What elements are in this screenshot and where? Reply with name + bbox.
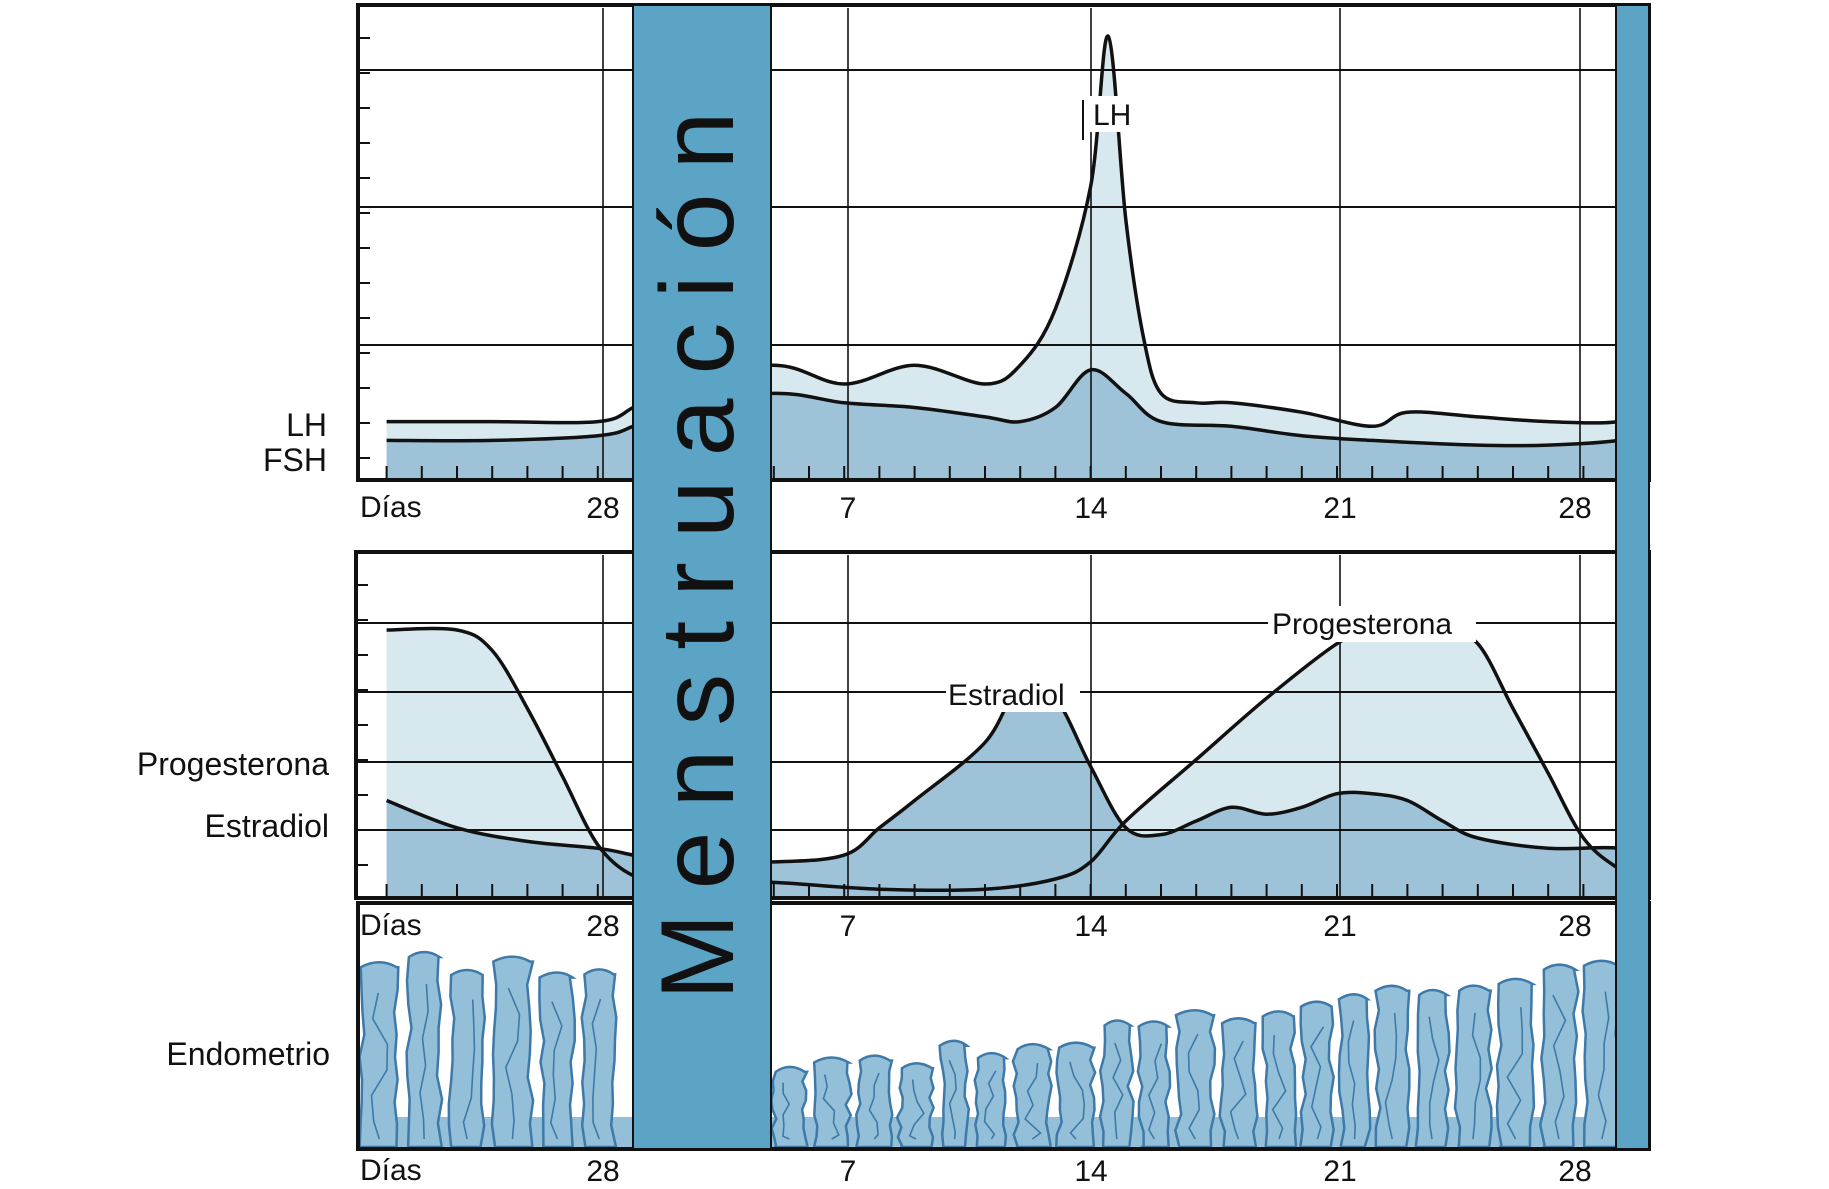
lh-peak-label: LH: [1082, 96, 1136, 140]
side-label-endometrio: Endometrio: [166, 1036, 330, 1072]
curve-label-lh: LH: [1093, 99, 1131, 132]
day-tick-label: 21: [1323, 1155, 1356, 1188]
endometrial-villus: [895, 1062, 935, 1149]
endometrial-villus: [854, 1054, 894, 1149]
days-label: Días: [360, 909, 422, 942]
endometrial-gland: [782, 1082, 791, 1140]
menstruation-band-main: [632, 4, 772, 1150]
gonadotropin-line-lh: [386, 34, 1648, 429]
day-tick-label: 28: [586, 1155, 619, 1188]
endometrial-gland: [1069, 1061, 1086, 1140]
endometrial-villus: [1373, 984, 1411, 1149]
endometrial-villus: [358, 960, 400, 1149]
endometrial-gland: [1471, 1012, 1482, 1140]
endometrial-gland: [868, 1072, 880, 1140]
endometrial-villus: [580, 968, 618, 1149]
endometrial-gland: [1384, 1013, 1398, 1140]
endometrial-villus: [1581, 959, 1623, 1149]
endometrial-gland: [908, 1079, 925, 1140]
endometrial-gland: [462, 999, 476, 1140]
endometrial-villus: [1495, 977, 1537, 1149]
endometrial-gland: [1147, 1043, 1163, 1140]
endometrial-villus: [1261, 1010, 1298, 1149]
progesterona-curve-label: Progesterona: [1268, 606, 1476, 642]
days-label: Días: [360, 1154, 422, 1187]
estradiol-curve-label: Estradiol: [946, 676, 1080, 712]
endometrial-villus: [1011, 1042, 1054, 1149]
endometrial-gland: [1271, 1034, 1287, 1140]
day-axis-row-2: Días 28 7 14 21 28: [360, 909, 1592, 943]
days-label: Días: [360, 491, 422, 524]
endometrial-gland: [504, 987, 521, 1140]
day-tick-label: 14: [1074, 1155, 1107, 1188]
endometrial-gland: [1597, 991, 1610, 1140]
ovarian-hormone-line-progesterona: [386, 626, 1648, 893]
endometrial-gland: [1187, 1033, 1201, 1140]
day-tick-label: 7: [840, 910, 857, 943]
curve-label-estradiol: Estradiol: [948, 679, 1065, 712]
day-tick-label: 21: [1323, 492, 1356, 525]
day-tick-label: 21: [1323, 910, 1356, 943]
endometrial-villus: [812, 1056, 854, 1149]
endometrial-gland: [1112, 1042, 1124, 1140]
endometrial-gland: [1428, 1016, 1440, 1140]
menstruation-band-next: [1615, 4, 1650, 1150]
endometrial-villus: [1218, 1017, 1259, 1149]
endometrial-gland: [419, 984, 429, 1140]
endometrium-panel: [356, 901, 1651, 1151]
endometrial-gland: [983, 1070, 997, 1140]
endometrial-gland: [591, 998, 602, 1140]
day-tick-label: 14: [1074, 492, 1107, 525]
endometrial-villus: [1538, 963, 1581, 1149]
endometrial-gland: [1506, 1007, 1524, 1140]
progesterona-label-backdrop: [1268, 606, 1476, 642]
day-tick-label: 7: [840, 492, 857, 525]
endometrial-gland: [1347, 1020, 1357, 1140]
curve-label-progesterona: Progesterona: [1272, 608, 1452, 641]
day-tick-label: 28: [1558, 492, 1591, 525]
lh-label-backdrop: [1090, 96, 1136, 132]
endometrial-villus: [1453, 984, 1493, 1149]
endometrial-villus: [1054, 1041, 1097, 1149]
day-tick-label: 28: [586, 492, 619, 525]
endometrial-gland: [822, 1074, 840, 1140]
gonadotropin-area-lh: [386, 36, 1648, 478]
side-label-lh: LH: [286, 407, 327, 443]
endometrial-villus: [1414, 988, 1452, 1149]
day-axis-row-3: Días 28 7 14 21 28: [360, 1154, 1592, 1188]
endometrial-gland: [370, 992, 389, 1140]
day-tick-label: 28: [1558, 1155, 1591, 1188]
endometrial-gland: [549, 1001, 563, 1140]
endometrial-villus: [1173, 1008, 1217, 1149]
day-tick-label: 28: [1558, 910, 1591, 943]
ovarian-hormone-area-estradiol: [386, 681, 1648, 896]
side-label-fsh: FSH: [263, 442, 327, 478]
side-label-estradiol: Estradiol: [205, 808, 330, 844]
day-axis-row-1: Días 28 7 14 21 28: [360, 491, 1592, 525]
endometrial-villus: [1337, 993, 1372, 1149]
side-label-progesterona: Progesterona: [137, 746, 329, 782]
estradiol-label-backdrop: [946, 676, 1080, 712]
ovarian-hormone-panel: [354, 550, 1651, 900]
endometrial-gland: [948, 1059, 957, 1140]
day-tick-label: 28: [586, 910, 619, 943]
endometrial-gland: [1552, 994, 1567, 1140]
endometrial-villus: [770, 1065, 810, 1149]
endometrial-gland: [1229, 1040, 1247, 1140]
endometrial-villus: [538, 971, 577, 1149]
endometrial-gland: [1024, 1063, 1042, 1140]
menstruation-label: Menstruación: [640, 88, 756, 1000]
endometrial-villus: [447, 968, 487, 1149]
gonadotropin-panel: [356, 3, 1651, 482]
day-tick-label: 7: [840, 1155, 857, 1188]
endometrial-villus: [1298, 1000, 1335, 1149]
day-tick-label: 14: [1074, 910, 1107, 943]
menstruation-band: Menstruación: [632, 4, 1650, 1150]
endometrial-gland: [1310, 1026, 1325, 1140]
